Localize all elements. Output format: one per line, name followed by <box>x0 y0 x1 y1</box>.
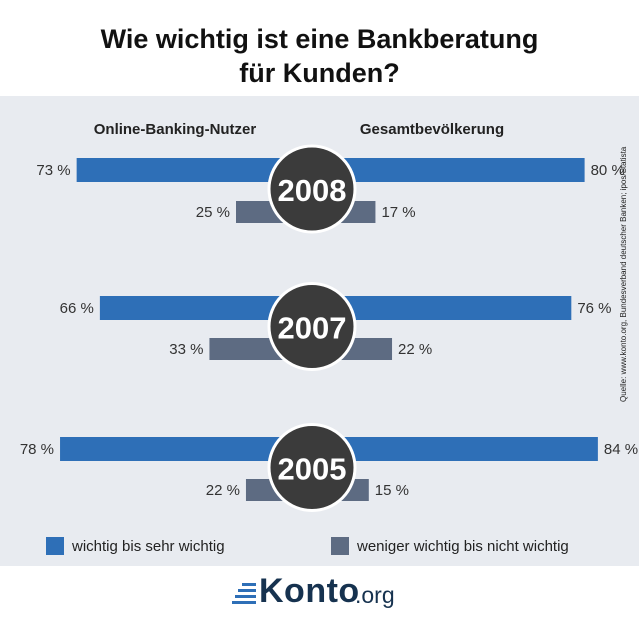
bar-wichtig-gesamt <box>319 296 572 320</box>
value-label: 78 % <box>20 441 54 458</box>
value-label: 25 % <box>196 204 230 221</box>
value-label: 22 % <box>206 482 240 499</box>
year-circle <box>267 423 357 512</box>
logo-brand-text: Konto <box>259 572 360 610</box>
logo-suffix-text: .org <box>355 582 395 608</box>
value-label: 76 % <box>577 300 611 317</box>
group-label-online: Online-Banking-Nutzer <box>94 121 257 138</box>
bar-wichtig-gesamt <box>319 437 598 461</box>
value-label: 84 % <box>604 441 638 458</box>
value-label: 33 % <box>169 341 203 358</box>
year-circle <box>267 282 357 371</box>
legend-swatch-wichtig <box>46 537 64 555</box>
konto-logo: Konto .org <box>232 570 432 610</box>
bottom-band <box>0 566 639 626</box>
year-circle <box>267 144 357 234</box>
title-band: Wie wichtig ist eine Bankberatung für Ku… <box>0 0 639 96</box>
year-label: 2005 <box>278 452 347 487</box>
legend-label-wichtig: wichtig bis sehr wichtig <box>71 538 225 555</box>
value-label: 22 % <box>398 341 432 358</box>
bar-wichtig-gesamt <box>319 158 585 182</box>
butterfly-chart: Online-Banking-Nutzer Gesamtbevölkerung 73… <box>20 121 638 555</box>
group-label-gesamt: Gesamtbevölkerung <box>360 121 504 138</box>
value-label: 15 % <box>375 482 409 499</box>
value-label: 73 % <box>36 162 70 179</box>
value-label: 66 % <box>60 300 94 317</box>
chart-title-line-2: für Kunden? <box>239 58 400 88</box>
chart-title-line-1: Wie wichtig ist eine Bankberatung <box>100 24 539 54</box>
logo-stripe <box>242 583 256 586</box>
logo-stripe <box>232 601 256 604</box>
value-label: 80 % <box>591 162 625 179</box>
value-label: 17 % <box>381 204 415 221</box>
year-label: 2008 <box>278 173 347 208</box>
year-label: 2007 <box>278 311 347 346</box>
legend-label-weniger: weniger wichtig bis nicht wichtig <box>356 538 569 555</box>
source-note: Quelle: www.konto.org, Bundesverband deu… <box>619 146 628 402</box>
logo-stripe <box>238 589 256 592</box>
legend-swatch-weniger <box>331 537 349 555</box>
logo-stripe <box>235 595 256 598</box>
